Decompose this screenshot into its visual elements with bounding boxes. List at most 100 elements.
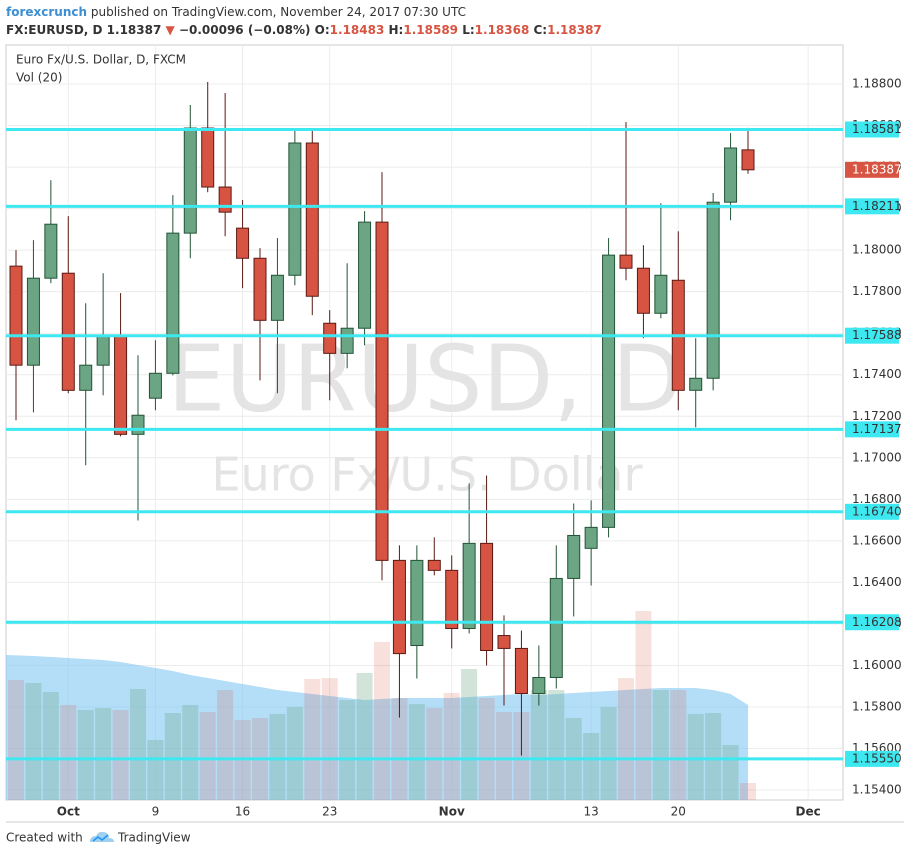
high-value: 1.18589: [403, 23, 458, 37]
volume-bar: [130, 689, 146, 800]
volume-bar: [443, 693, 460, 800]
volume-bar: [286, 707, 303, 800]
volume-bar: [530, 690, 547, 800]
y-tick-label: 1.16800: [852, 492, 902, 506]
candle-body: [288, 142, 302, 276]
candle-body: [79, 364, 93, 391]
volume-bar: [112, 710, 129, 800]
volume-bar: [478, 698, 495, 800]
candle-body: [567, 534, 581, 579]
y-tick-label: 1.16400: [852, 575, 902, 589]
footer-created: Created with: [6, 831, 83, 845]
volume-bar: [635, 611, 652, 800]
watermark-sub: Euro Fx/U.S. Dollar: [211, 448, 642, 502]
level-label-box: [845, 198, 899, 215]
high-label: H:: [389, 23, 404, 37]
volume-bar: [182, 705, 199, 800]
candle-body: [445, 569, 459, 629]
volume-legend: Vol (20): [16, 71, 62, 85]
change: −0.00096 (−0.08%): [179, 23, 311, 37]
header-line-1: forexcrunch published on TradingView.com…: [6, 5, 466, 19]
low-value: 1.18368: [475, 23, 530, 37]
x-tick-label: Oct: [57, 805, 80, 819]
close-value: 1.18387: [547, 23, 602, 37]
volume-bar: [722, 745, 739, 800]
candle-body: [410, 559, 424, 647]
volume-bar: [339, 700, 356, 800]
volume-bar: [740, 783, 756, 800]
level-label-box: [845, 750, 899, 767]
author: forexcrunch: [6, 5, 87, 19]
y-tick-label: 1.15400: [852, 783, 902, 797]
volume-bar: [60, 705, 77, 800]
volume-bar: [670, 690, 687, 800]
last-price-box: [845, 161, 899, 178]
volume-bar: [25, 683, 42, 800]
level-label: 1.18581: [852, 122, 902, 136]
logo-line: [92, 834, 109, 842]
volume-bar: [391, 698, 408, 800]
volume-bar: [77, 710, 94, 800]
y-tick-label: 1.16600: [852, 533, 902, 547]
level-label: 1.17588: [852, 328, 902, 342]
candle-body: [44, 223, 58, 279]
candle-body: [602, 254, 616, 528]
candle-body: [619, 254, 633, 269]
y-tick-label: 1.15800: [852, 699, 902, 713]
volume-bar: [217, 690, 234, 800]
volume-bar: [8, 680, 24, 800]
volume-bar: [583, 733, 600, 800]
y-tick-label: 1.16000: [852, 658, 902, 672]
level-label: 1.15550: [852, 751, 902, 765]
x-tick-label: 20: [671, 805, 686, 819]
footer-brand: TradingView: [117, 831, 191, 845]
x-tick-label: 13: [584, 805, 599, 819]
direction: ▼: [166, 23, 176, 37]
y-tick-label: 1.17800: [852, 284, 902, 298]
candle-body: [340, 327, 354, 354]
candle-body: [741, 149, 755, 171]
candle-body: [689, 377, 703, 391]
candle-body: [392, 559, 406, 655]
candle-body: [183, 127, 197, 234]
level-label: 1.18211: [852, 199, 902, 213]
close-label: C:: [534, 23, 548, 37]
candle-body: [532, 676, 546, 694]
candle-body: [706, 201, 720, 379]
candle-body: [166, 232, 180, 374]
candle-body: [427, 559, 441, 571]
volume-bar: [496, 712, 512, 800]
volume-bar: [356, 673, 373, 800]
last-price-label: 1.18387: [852, 162, 902, 176]
symbol: FX:EURUSD, D: [6, 23, 103, 37]
candle-body: [114, 334, 128, 435]
x-tick-label: Nov: [439, 805, 465, 819]
volume-bar: [408, 704, 425, 800]
x-tick-label: 9: [152, 805, 160, 819]
level-label-box: [845, 503, 899, 520]
y-tick-label: 1.17200: [852, 409, 902, 423]
candle-body: [131, 414, 145, 435]
volume-bar: [705, 713, 722, 800]
candle-body: [549, 577, 563, 678]
candle-body: [323, 322, 337, 354]
x-tick-label: Dec: [796, 805, 821, 819]
candle-body: [462, 542, 476, 629]
candle-body: [218, 186, 232, 213]
volume-bar: [304, 679, 321, 800]
volume-bar: [652, 690, 669, 800]
y-tick-label: 1.17400: [852, 367, 902, 381]
last-price: 1.18387: [107, 23, 162, 37]
candle-body: [270, 274, 284, 321]
y-tick-label: 1.18000: [852, 243, 902, 257]
open-label: O:: [315, 23, 330, 37]
candle-body: [654, 274, 668, 314]
plot-layer: 1.154001.156001.158001.160001.162001.164…: [6, 45, 902, 819]
header-line-2: FX:EURUSD, D 1.18387 ▼ −0.00096 (−0.08%)…: [6, 23, 602, 37]
volume-bar: [687, 714, 704, 800]
watermark: EURUSD, D: [167, 325, 682, 432]
published: published on TradingView.com, November 2…: [91, 5, 466, 19]
candle-body: [636, 267, 650, 314]
level-label: 1.16740: [852, 504, 902, 518]
